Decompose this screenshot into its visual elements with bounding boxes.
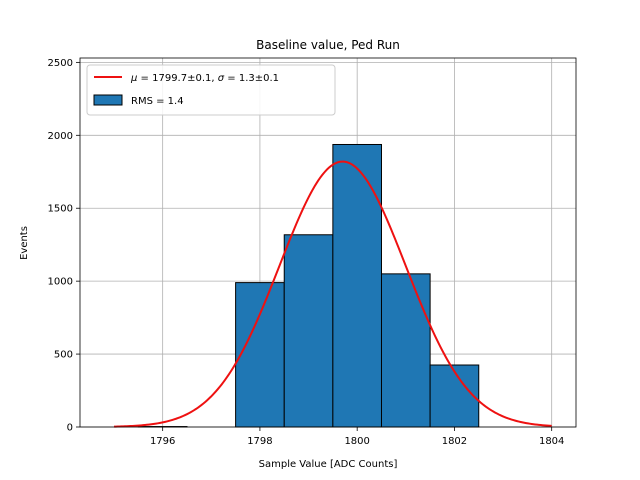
chart-title: Baseline value, Ped Run (256, 38, 400, 52)
legend-sigma-value: = 1.3±0.1 (224, 73, 279, 84)
y-tick-label: 0 (67, 423, 73, 434)
x-axis-ticks: 1796 1798 1800 1802 1804 (150, 427, 564, 447)
y-axis-label: Events (19, 226, 30, 260)
plot-frame (79, 57, 577, 428)
histogram-bar (429, 364, 480, 428)
x-tick-label: 1796 (150, 436, 175, 447)
legend-sigma-symbol: σ (218, 73, 225, 84)
y-tick-label: 1500 (48, 204, 73, 215)
legend-mu-value: = 1799.7±0.1, (137, 73, 217, 84)
legend-hist-patch (93, 94, 123, 106)
legend-mu-symbol: μ (130, 73, 137, 84)
x-tick-label: 1804 (539, 436, 564, 447)
histogram-bar (283, 234, 334, 428)
x-axis-label: Sample Value [ADC Counts] (259, 459, 398, 470)
x-tick-label: 1800 (344, 436, 369, 447)
legend: μ = 1799.7±0.1, σ = 1.3±0.1 RMS = 1.4 (86, 64, 336, 116)
histogram-bar (332, 143, 382, 428)
y-tick-label: 2500 (48, 58, 73, 69)
histogram-bar (235, 282, 285, 428)
y-tick-label: 1000 (48, 277, 73, 288)
legend-hist-label: RMS = 1.4 (131, 96, 184, 107)
x-tick-label: 1802 (442, 436, 467, 447)
legend-box (86, 64, 336, 116)
histogram-bars (137, 143, 480, 428)
y-tick-label: 500 (54, 350, 73, 361)
legend-fit-label: μ = 1799.7±0.1, σ = 1.3±0.1 (130, 73, 279, 84)
y-tick-label: 2000 (48, 131, 73, 142)
y-axis-ticks: 0 500 1000 1500 2000 2500 (48, 58, 80, 434)
histogram-bar (380, 273, 431, 428)
gaussian-fit-curve (114, 160, 552, 428)
x-tick-label: 1798 (247, 436, 272, 447)
